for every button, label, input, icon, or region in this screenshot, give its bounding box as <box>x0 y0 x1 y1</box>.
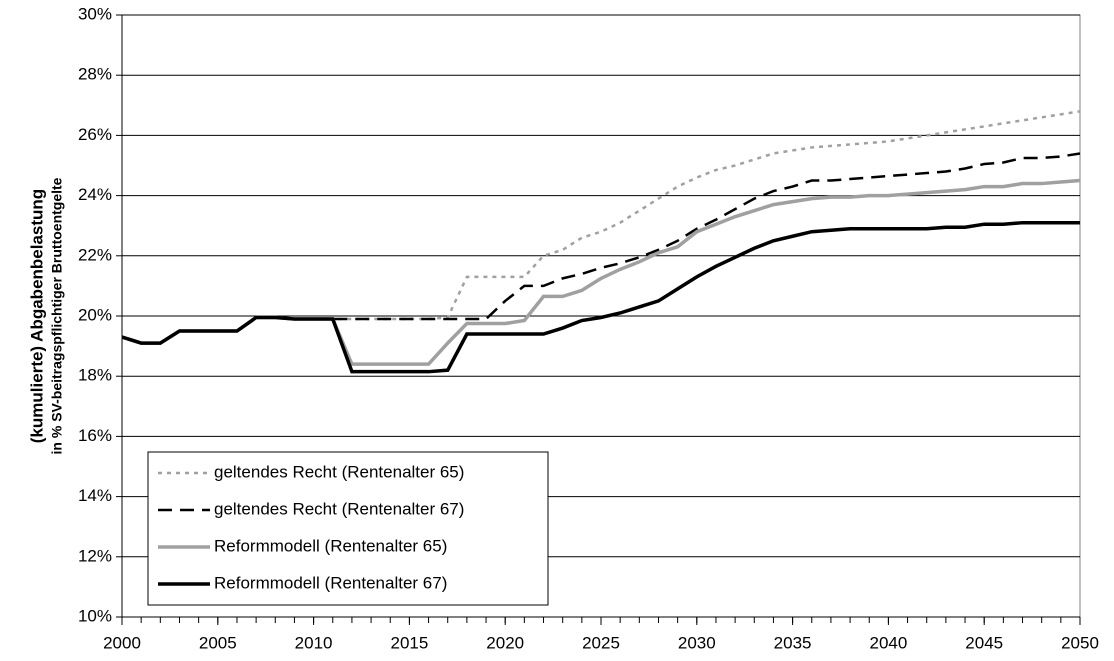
x-tick-label: 2025 <box>582 633 620 652</box>
x-tick-label: 2000 <box>103 633 141 652</box>
y-tick-label: 30% <box>78 4 112 23</box>
y-tick-label: 20% <box>78 305 112 324</box>
x-tick-label: 2020 <box>486 633 524 652</box>
x-tick-label: 2040 <box>869 633 907 652</box>
y-tick-label: 16% <box>78 426 112 445</box>
x-tick-label: 2050 <box>1061 633 1099 652</box>
y-tick-label: 22% <box>78 245 112 264</box>
legend-label: Reformmodell (Rentenalter 67) <box>214 573 447 592</box>
y-tick-label: 10% <box>78 606 112 625</box>
x-tick-label: 2045 <box>965 633 1003 652</box>
y-tick-label: 26% <box>78 125 112 144</box>
x-tick-label: 2005 <box>199 633 237 652</box>
series-line <box>121 220 1080 374</box>
y-tick-label: 28% <box>78 65 112 84</box>
x-tick-label: 2030 <box>678 633 716 652</box>
y-tick-label: 24% <box>78 185 112 204</box>
y-tick-label: 14% <box>78 486 112 505</box>
legend-label: geltendes Recht (Rentenalter 67) <box>214 499 464 518</box>
legend-box <box>147 451 549 606</box>
series-line <box>121 110 1081 345</box>
y-axis-sublabel: in % SV-beitragspflichtiger Bruttoentgel… <box>49 177 65 454</box>
x-tick-label: 2015 <box>390 633 428 652</box>
series-line <box>121 152 1081 345</box>
legend-label: geltendes Recht (Rentenalter 65) <box>214 462 464 481</box>
y-axis-label: (kumulierte) Abgabenbelastung <box>27 189 46 443</box>
x-tick-label: 2035 <box>774 633 812 652</box>
legend-label: Reformmodell (Rentenalter 65) <box>214 536 447 555</box>
y-tick-label: 18% <box>78 366 112 385</box>
x-tick-label: 2010 <box>295 633 333 652</box>
y-tick-label: 12% <box>78 546 112 565</box>
